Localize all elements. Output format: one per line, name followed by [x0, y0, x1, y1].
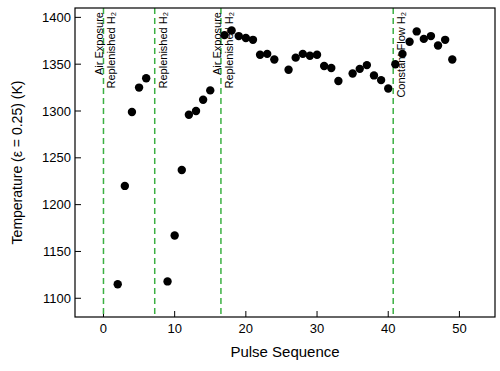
data-point — [178, 166, 186, 174]
y-tick — [75, 64, 81, 65]
data-point — [199, 96, 207, 104]
data-point — [363, 61, 371, 69]
y-tick — [75, 17, 81, 18]
x-axis-label: Pulse Sequence — [230, 343, 339, 360]
data-point — [263, 50, 271, 58]
y-tick — [75, 111, 81, 112]
data-point — [320, 62, 328, 70]
data-point — [412, 27, 420, 35]
annotation: Replenished H₂ — [105, 12, 117, 88]
plot-area — [103, 8, 456, 317]
data-point — [206, 86, 214, 94]
event-line — [392, 8, 394, 317]
y-tick — [75, 251, 81, 252]
x-tick-label: 40 — [381, 321, 395, 336]
data-point — [128, 108, 136, 116]
data-point — [427, 32, 435, 40]
data-point — [270, 55, 278, 63]
chart: 0 10 20 30 40 50 1100 1150 1200 1250 1300 1350 1400 A… — [0, 0, 500, 371]
data-point — [121, 182, 129, 190]
x-tick-label: 20 — [239, 321, 253, 336]
data-point — [284, 66, 292, 74]
data-point — [334, 77, 342, 85]
annotation: Constant Flow H₂ — [395, 12, 407, 98]
y-tick-label: 1400 — [42, 10, 71, 25]
y-tick-label: 1200 — [42, 197, 71, 212]
y-tick-label: 1150 — [43, 244, 71, 259]
x-tick — [388, 311, 389, 317]
data-point — [135, 83, 143, 91]
data-point — [291, 53, 299, 61]
x-tick-label: 30 — [310, 321, 324, 336]
data-point — [306, 52, 314, 60]
data-point — [185, 111, 193, 119]
data-point — [377, 76, 385, 84]
data-point — [114, 280, 122, 288]
y-tick — [75, 157, 81, 158]
annotation: Air Exposure — [211, 12, 223, 75]
y-tick — [75, 298, 81, 299]
data-point — [142, 74, 150, 82]
data-point — [348, 69, 356, 77]
y-tick-label: 1300 — [42, 104, 71, 119]
annotation: Air Exposure — [93, 12, 105, 75]
data-point — [370, 71, 378, 79]
y-tick-label: 1250 — [42, 150, 71, 165]
data-point — [242, 34, 250, 42]
data-point — [384, 84, 392, 92]
y-tick — [75, 204, 81, 205]
data-point — [249, 36, 257, 44]
data-point — [299, 50, 307, 58]
data-point — [170, 231, 178, 239]
data-point — [441, 36, 449, 44]
data-point — [448, 55, 456, 63]
y-tick-label: 1100 — [43, 291, 71, 306]
data-point — [192, 107, 200, 115]
plot-frame — [75, 8, 495, 317]
data-point — [356, 65, 364, 73]
data-point — [327, 64, 335, 72]
event-line — [154, 8, 156, 317]
data-point — [434, 41, 442, 49]
x-tick — [174, 311, 175, 317]
x-tick — [245, 311, 246, 317]
data-point — [163, 277, 171, 285]
x-tick — [459, 311, 460, 317]
y-tick-label: 1350 — [42, 57, 71, 72]
x-tick-label: 0 — [100, 321, 107, 336]
data-point — [235, 32, 243, 40]
y-axis-label: Temperature (ε = 0.25) (K) — [9, 81, 25, 245]
data-point — [256, 51, 264, 59]
data-point — [313, 51, 321, 59]
annotation: Replenished H₂ — [157, 12, 169, 88]
x-tick-label: 10 — [167, 321, 181, 336]
annotation: Replenished H₂ — [223, 12, 235, 88]
x-tick-label: 50 — [452, 321, 466, 336]
x-tick — [317, 311, 318, 317]
